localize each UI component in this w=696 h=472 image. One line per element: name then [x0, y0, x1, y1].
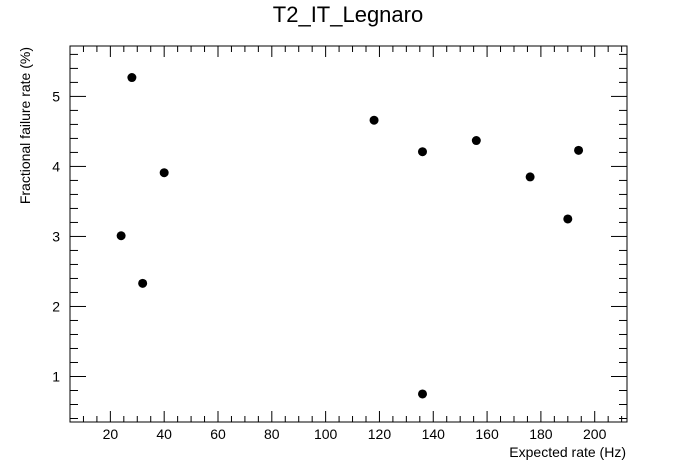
data-point [563, 214, 573, 224]
x-axis-label: Expected rate (Hz) [509, 444, 626, 460]
data-point [159, 168, 169, 178]
x-tick-label: 80 [264, 426, 280, 442]
data-points [116, 73, 584, 399]
data-point [417, 389, 427, 399]
x-tick-label: 100 [314, 426, 338, 442]
plot-frame [69, 45, 628, 423]
y-tick-label: 1 [52, 368, 60, 384]
data-point [574, 145, 584, 155]
data-point [369, 115, 379, 125]
y-tick-label: 4 [52, 158, 60, 174]
data-point [116, 231, 126, 241]
x-tick-label: 20 [103, 426, 119, 442]
data-point [127, 73, 137, 83]
x-tick-label: 200 [583, 426, 607, 442]
x-tick-label: 40 [156, 426, 172, 442]
x-tick-label: 120 [368, 426, 392, 442]
y-axis-label: Fractional failure rate (%) [17, 47, 33, 204]
data-point [525, 172, 535, 182]
data-point [138, 278, 148, 288]
data-point [417, 147, 427, 157]
y-tick-label: 2 [52, 298, 60, 314]
data-point [471, 136, 481, 146]
chart-title: T2_IT_Legnaro [273, 2, 423, 27]
y-axis-ticks [70, 53, 627, 419]
x-tick-label: 60 [210, 426, 226, 442]
y-tick-label: 5 [52, 88, 60, 104]
x-tick-label: 160 [475, 426, 499, 442]
y-axis-tick-labels: 1 2 3 4 5 [52, 88, 60, 384]
x-tick-label: 180 [529, 426, 553, 442]
x-axis-tick-labels: 20 40 60 80 100 120 140 160 180 200 [103, 426, 607, 442]
x-axis-ticks [69, 46, 623, 422]
x-tick-label: 140 [422, 426, 446, 442]
y-tick-label: 3 [52, 228, 60, 244]
